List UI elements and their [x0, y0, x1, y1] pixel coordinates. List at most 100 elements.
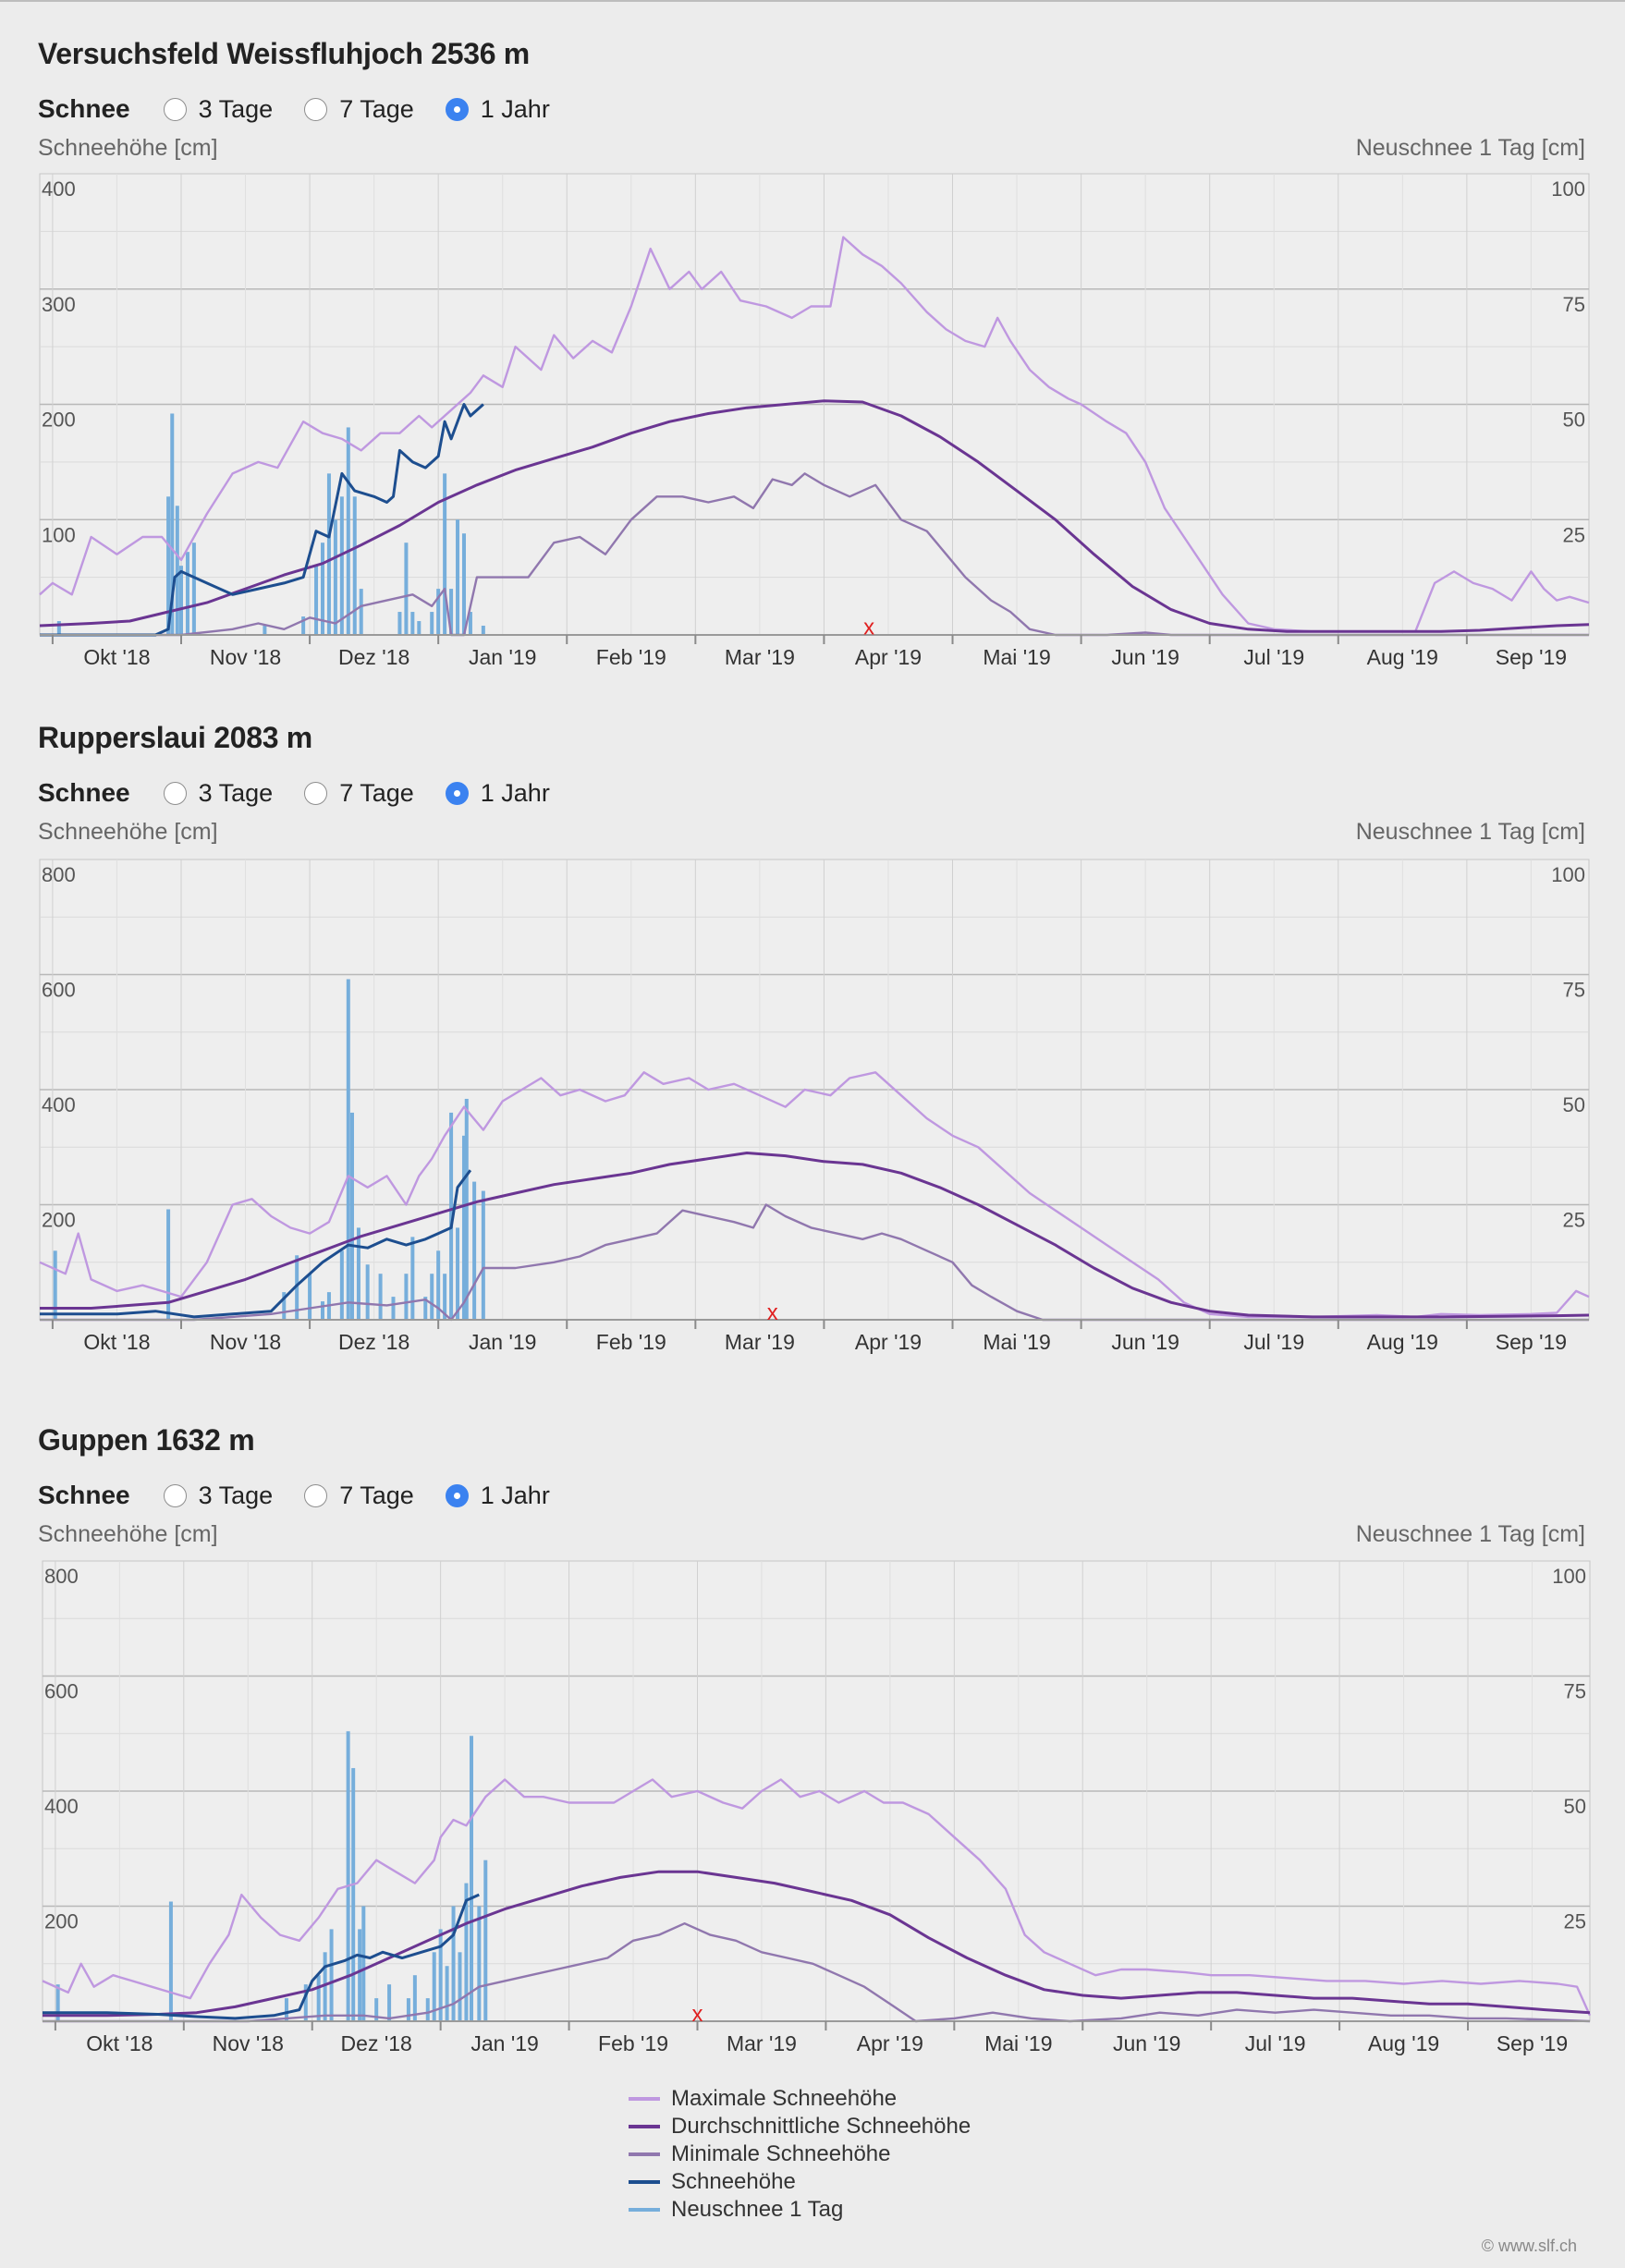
today-marker: x — [691, 2002, 703, 2027]
new-snow-bar — [175, 506, 179, 635]
legend-swatch — [629, 2125, 660, 2128]
radio-button-selected[interactable] — [445, 1483, 469, 1507]
new-snow-bar — [438, 1929, 443, 2021]
y-tick-label: 600 — [44, 1680, 79, 1703]
right-axis-title: Neuschnee 1 Tag [cm] — [1355, 1521, 1585, 1547]
radio-7-tage[interactable]: 7 Tage — [304, 95, 414, 124]
left-axis-title: Schneehöhe [cm] — [38, 1521, 218, 1547]
snow-label: Schnee — [38, 778, 130, 807]
new-snow-bar — [436, 1250, 441, 1320]
y-tick-label: 300 — [42, 293, 76, 316]
new-snow-bar — [449, 589, 454, 635]
snow-period-controls: Schnee 3 Tage 7 Tage 1 Jahr — [38, 774, 581, 811]
radio-button[interactable] — [304, 97, 328, 121]
x-tick-label: Nov '18 — [210, 645, 281, 669]
new-snow-bar — [185, 552, 189, 635]
new-snow-bar — [316, 1975, 321, 2021]
legend-item-snow-depth[interactable]: Schneehöhe — [629, 2168, 971, 2196]
radio-button-selected[interactable] — [445, 781, 469, 805]
radio-1-jahr[interactable]: 1 Jahr — [445, 1482, 550, 1510]
snow-label: Schnee — [38, 1481, 130, 1509]
radio-3-tage[interactable]: 3 Tage — [163, 1482, 273, 1510]
new-snow-bar — [472, 1181, 477, 1320]
y-tick-label: 200 — [44, 1910, 79, 1933]
x-tick-label: Dez '18 — [338, 645, 409, 669]
legend-item-min[interactable]: Minimale Schneehöhe — [629, 2140, 971, 2168]
new-snow-bar — [303, 1984, 308, 2021]
x-tick-label: Mar '19 — [727, 2031, 797, 2055]
x-tick-label: Sep '19 — [1497, 2031, 1568, 2055]
new-snow-bar — [430, 1274, 434, 1320]
series-line — [39, 399, 1590, 633]
x-tick-label: Dez '18 — [338, 1330, 409, 1354]
new-snow-bar — [301, 616, 306, 635]
radio-button-selected[interactable] — [445, 97, 469, 121]
y2-tick-label: 25 — [1564, 1910, 1586, 1933]
radio-button[interactable] — [163, 97, 187, 121]
radio-1-jahr[interactable]: 1 Jahr — [445, 95, 550, 124]
x-tick-label: Jan '19 — [469, 645, 536, 669]
series-line — [40, 403, 484, 637]
new-snow-bar — [168, 1901, 173, 2021]
x-tick-label: Aug '19 — [1367, 1330, 1438, 1354]
legend-label: Minimale Schneehöhe — [671, 2141, 891, 2166]
snow-label: Schnee — [38, 94, 130, 123]
new-snow-bar — [443, 1274, 447, 1320]
y-tick-label: 600 — [42, 979, 76, 1002]
new-snow-bar — [410, 612, 415, 635]
y2-tick-label: 75 — [1563, 293, 1585, 316]
new-snow-bar — [361, 1906, 366, 2021]
series-line — [40, 1203, 1589, 1322]
x-tick-label: Mar '19 — [725, 645, 795, 669]
new-snow-bar — [410, 1237, 415, 1320]
x-tick-label: Apr '19 — [857, 2031, 923, 2055]
x-tick-label: Jul '19 — [1243, 645, 1304, 669]
new-snow-bar — [333, 519, 337, 635]
y2-tick-label: 25 — [1563, 1209, 1585, 1232]
series-line — [43, 1893, 480, 2020]
radio-button[interactable] — [304, 781, 328, 805]
radio-3-tage[interactable]: 3 Tage — [163, 778, 274, 808]
chart-legend: Maximale Schneehöhe Durchschnittliche Sc… — [629, 2085, 971, 2224]
new-snow-bar — [352, 496, 357, 635]
radio-label: 3 Tage — [198, 778, 274, 807]
new-snow-bar — [53, 1250, 57, 1320]
legend-item-avg[interactable]: Durchschnittliche Schneehöhe — [629, 2113, 971, 2140]
new-snow-bar — [445, 1966, 449, 2021]
new-snow-bar — [461, 533, 466, 635]
legend-label: Schneehöhe — [671, 2169, 796, 2194]
new-snow-bar — [387, 1984, 392, 2021]
chart-2: Okt '18 Nov '18 Dez '18 Jan '19 Feb '19 Mar '… — [39, 859, 1590, 1354]
chart-1: Okt '18 Nov '18 Dez '18 Jan '19 Feb '19 Mar '… — [39, 173, 1590, 669]
y-tick-label: 800 — [42, 863, 76, 886]
radio-button[interactable] — [163, 1483, 187, 1507]
radio-button[interactable] — [163, 781, 187, 805]
new-snow-bar — [178, 566, 183, 635]
radio-7-tage[interactable]: 7 Tage — [304, 1482, 414, 1510]
x-tick-label: Mai '19 — [984, 2031, 1052, 2055]
new-snow-bar — [191, 543, 196, 635]
radio-button[interactable] — [304, 1483, 328, 1507]
new-snow-bar — [320, 543, 324, 635]
x-tick-label: Jun '19 — [1113, 2031, 1180, 2055]
legend-label: Durchschnittliche Schneehöhe — [671, 2114, 971, 2139]
x-tick-label: Jul '19 — [1245, 2031, 1306, 2055]
new-snow-bar — [456, 1227, 460, 1320]
radio-3-tage[interactable]: 3 Tage — [163, 94, 274, 124]
new-snow-bar — [166, 496, 171, 635]
radio-1-jahr[interactable]: 1 Jahr — [445, 779, 550, 808]
new-snow-bar — [432, 1952, 436, 2021]
legend-item-max[interactable]: Maximale Schneehöhe — [629, 2085, 971, 2113]
radio-7-tage[interactable]: 7 Tage — [304, 779, 414, 808]
x-tick-label: Apr '19 — [855, 645, 922, 669]
new-snow-bar — [481, 1190, 485, 1320]
legend-item-new-snow[interactable]: Neuschnee 1 Tag — [629, 2196, 971, 2224]
new-snow-bar — [464, 1883, 469, 2021]
radio-label: 7 Tage — [339, 94, 414, 123]
new-snow-bar — [449, 1112, 454, 1320]
new-snow-bar — [358, 1929, 362, 2021]
radio-label: 3 Tage — [198, 94, 274, 123]
legend-swatch — [629, 2152, 660, 2156]
right-axis-title: Neuschnee 1 Tag [cm] — [1355, 819, 1585, 845]
new-snow-bar — [329, 1929, 334, 2021]
